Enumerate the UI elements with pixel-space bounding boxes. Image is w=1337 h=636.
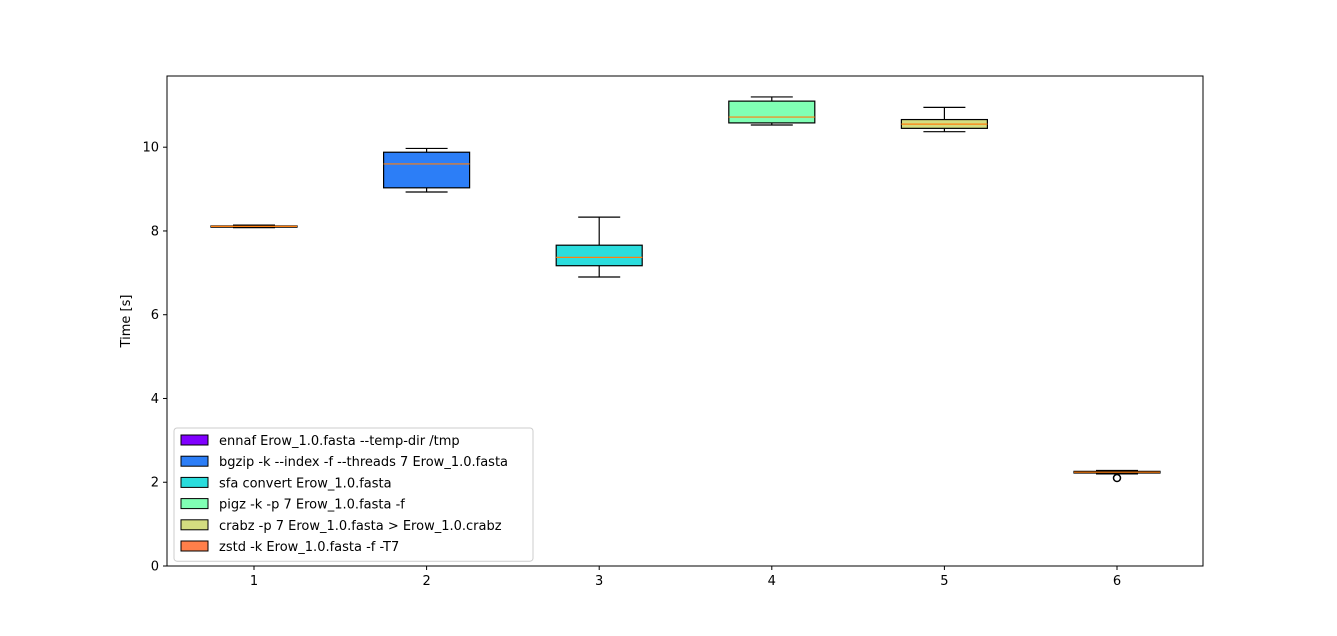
legend-label: zstd -k Erow_1.0.fasta -f -T7 [219, 540, 399, 555]
outlier-point [1112, 473, 1122, 483]
box-2 [383, 147, 471, 193]
legend-swatch [180, 434, 209, 446]
legend-entry: ennaf Erow_1.0.fasta --temp-dir /tmp [180, 434, 460, 449]
x-tick-label: 6 [1113, 574, 1121, 589]
plot-frame [166, 75, 1204, 567]
legend-entry: sfa convert Erow_1.0.fasta [180, 476, 392, 491]
legend-label: crabz -p 7 Erow_1.0.fasta > Erow_1.0.cra… [219, 519, 502, 534]
legend-frame [173, 427, 534, 562]
legend-entry: zstd -k Erow_1.0.fasta -f -T7 [180, 540, 399, 555]
box-3 [555, 216, 643, 278]
y-axis: 0 2 4 6 8 10 [142, 141, 167, 575]
legend-entry: bgzip -k --index -f --threads 7 Erow_1.0… [180, 455, 508, 470]
box-body [383, 151, 471, 189]
legend-label: ennaf Erow_1.0.fasta --temp-dir /tmp [219, 434, 460, 449]
legend-entry: crabz -p 7 Erow_1.0.fasta > Erow_1.0.cra… [180, 519, 502, 534]
legend-swatch [180, 519, 209, 531]
box-1 [210, 224, 298, 229]
y-tick-label: 6 [151, 308, 159, 323]
box-4 [728, 96, 816, 126]
legend-swatch [180, 540, 209, 552]
legend-swatch [180, 498, 209, 510]
x-tick-label: 3 [595, 574, 603, 589]
x-tick-label: 2 [422, 574, 430, 589]
boxes-layer [210, 96, 1161, 483]
y-tick-label: 10 [142, 141, 159, 156]
legend-entry: pigz -k -p 7 Erow_1.0.fasta -f [180, 498, 405, 513]
x-tick-label: 1 [250, 574, 258, 589]
legend: ennaf Erow_1.0.fasta --temp-dir /tmp bgzi… [173, 427, 534, 562]
x-tick-label: 5 [940, 574, 948, 589]
y-tick-label: 0 [151, 560, 159, 575]
box-body [728, 100, 816, 124]
x-tick-label: 4 [768, 574, 776, 589]
x-axis: 1 2 3 4 5 6 [250, 566, 1121, 589]
box-5 [900, 106, 989, 133]
legend-label: sfa convert Erow_1.0.fasta [219, 476, 392, 491]
y-tick-label: 8 [151, 224, 159, 239]
legend-label: pigz -k -p 7 Erow_1.0.fasta -f [219, 498, 405, 513]
legend-swatch [180, 476, 209, 488]
y-tick-label: 4 [151, 392, 159, 407]
y-tick-label: 2 [151, 476, 159, 491]
legend-label: bgzip -k --index -f --threads 7 Erow_1.0… [219, 455, 508, 470]
legend-swatch [180, 455, 209, 467]
box-6 [1073, 469, 1161, 483]
y-axis-label: Time [s] [119, 295, 134, 349]
box-body [555, 244, 643, 267]
